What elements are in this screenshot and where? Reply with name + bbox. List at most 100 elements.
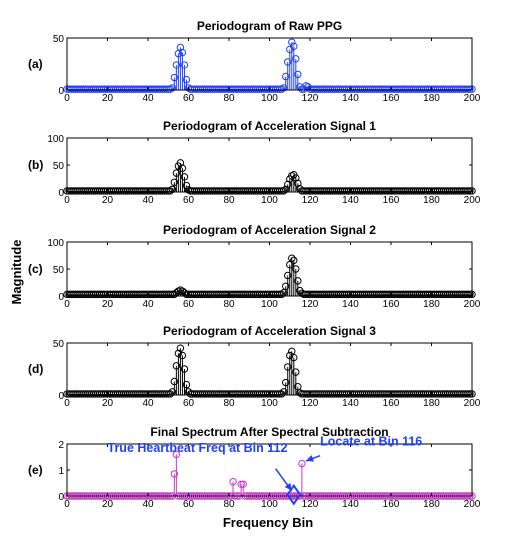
- x-tick-label: 100: [261, 499, 278, 510]
- x-tick-label: 180: [423, 93, 440, 104]
- axes-box: [66, 342, 473, 396]
- panel-title: Periodogram of Acceleration Signal 3: [163, 324, 376, 338]
- stem-marker: [180, 173, 189, 181]
- stem-marker: [466, 390, 474, 398]
- stem-marker: [170, 73, 179, 82]
- panel-label: (e): [28, 463, 43, 477]
- x-tick-label: 200: [464, 499, 481, 510]
- x-tick-label: 60: [183, 499, 195, 510]
- stem-marker: [164, 187, 172, 195]
- x-tick-label: 180: [423, 398, 440, 409]
- stem-marker: [176, 344, 185, 352]
- x-tick-label: 20: [102, 499, 114, 510]
- x-tick-label: 40: [142, 398, 154, 409]
- x-tick-label: 140: [342, 499, 359, 510]
- stem-series: [63, 344, 476, 398]
- x-tick-label: 60: [183, 299, 195, 310]
- x-tick-label: 120: [302, 195, 319, 206]
- annotation: Locate at Bin 116: [305, 434, 422, 462]
- annotation-text: True Heartbeat Freq at Bin 112: [108, 441, 288, 455]
- x-tick-label: 140: [342, 195, 359, 206]
- y-tick-label: 50: [53, 34, 65, 45]
- stem-marker: [277, 290, 286, 299]
- x-tick-label: 100: [261, 195, 278, 206]
- panel-a: Periodogram of Raw PPG (a) 0 20 40 60 80 100 120…: [28, 19, 481, 104]
- stem-marker: [166, 187, 174, 195]
- x-tick-label: 40: [142, 299, 154, 310]
- x-tick-label: 20: [102, 398, 114, 409]
- stem-marker: [178, 48, 187, 57]
- stem-marker: [239, 480, 247, 488]
- x-tick-label: 20: [102, 299, 114, 310]
- x-tick-label: 0: [64, 195, 70, 206]
- x-tick-label: 40: [142, 93, 154, 104]
- annotation-text: Locate at Bin 116: [320, 434, 422, 448]
- stem-marker: [298, 459, 306, 468]
- x-tick-label: 60: [183, 195, 195, 206]
- y-tick-label: 0: [58, 188, 64, 199]
- stem-marker: [466, 290, 474, 299]
- x-axis-label: Frequency Bin: [223, 515, 313, 530]
- stem-series: [63, 450, 476, 500]
- y-tick-label: 100: [47, 238, 64, 249]
- stem-marker: [237, 480, 245, 488]
- stem-marker: [282, 378, 290, 387]
- stem-marker: [279, 84, 288, 92]
- x-tick-label: 120: [302, 398, 319, 409]
- panel-b: Periodogram of Acceleration Signal 1 (b) 0…: [28, 119, 481, 206]
- arrowhead: [305, 455, 314, 462]
- stem-marker: [466, 85, 474, 93]
- stem-series: [63, 254, 476, 299]
- x-tick-label: 200: [464, 195, 481, 206]
- y-tick-label: 2: [58, 440, 64, 451]
- x-tick-label: 80: [223, 299, 235, 310]
- x-tick-label: 200: [464, 299, 481, 310]
- stem-marker: [166, 390, 174, 398]
- annotation: True Heartbeat Freq at Bin 112: [108, 441, 293, 492]
- stem-marker: [166, 85, 174, 93]
- stem-marker: [290, 42, 298, 51]
- stem-marker: [294, 277, 302, 285]
- x-tick-label: 100: [261, 398, 278, 409]
- x-tick-label: 160: [383, 398, 400, 409]
- stem-marker: [180, 365, 189, 373]
- panel-c: Periodogram of Acceleration Signal 2 (c) 0…: [28, 223, 481, 310]
- y-tick-label: 0: [58, 391, 64, 402]
- stem-marker: [284, 58, 292, 66]
- stem-series: [63, 38, 476, 93]
- stem-marker: [170, 377, 179, 386]
- panel-e: Final Spectrum After Spectral Subtractio…: [28, 425, 481, 510]
- panel-title: Periodogram of Acceleration Signal 2: [163, 223, 376, 237]
- stem-marker: [466, 187, 474, 195]
- stem-marker: [292, 55, 300, 63]
- stem-marker: [172, 450, 181, 459]
- y-tick-label: 0: [58, 292, 64, 303]
- stem-marker: [176, 43, 185, 52]
- axes-box: [66, 37, 473, 91]
- axes-box: [66, 137, 473, 193]
- stem-marker: [464, 290, 472, 299]
- x-tick-label: 200: [464, 93, 481, 104]
- stem-marker: [174, 349, 183, 358]
- stem-marker: [172, 169, 181, 177]
- x-tick-label: 0: [64, 398, 70, 409]
- panel-title: Final Spectrum After Spectral Subtractio…: [150, 425, 388, 439]
- stem-marker: [286, 260, 294, 269]
- stem-marker: [178, 351, 187, 360]
- y-axis-label: Magnitude: [9, 240, 24, 305]
- stem-marker: [275, 85, 284, 93]
- x-tick-label: 0: [64, 93, 70, 104]
- stem-marker: [164, 390, 172, 398]
- stem-marker: [172, 362, 181, 370]
- stem-marker: [286, 351, 294, 360]
- stem-marker: [464, 390, 472, 398]
- x-tick-label: 40: [142, 499, 154, 510]
- stem-marker: [168, 290, 177, 299]
- panels: Periodogram of Raw PPG(a)0 20 40 60 80 100 120…: [28, 19, 481, 510]
- panel-d: Periodogram of Acceleration Signal 3 (d) 0…: [28, 324, 481, 409]
- panel-label: (c): [28, 262, 43, 276]
- stem-marker: [294, 70, 302, 79]
- stem-marker: [182, 380, 191, 389]
- axes-box: [66, 241, 473, 297]
- stem-marker: [229, 478, 237, 486]
